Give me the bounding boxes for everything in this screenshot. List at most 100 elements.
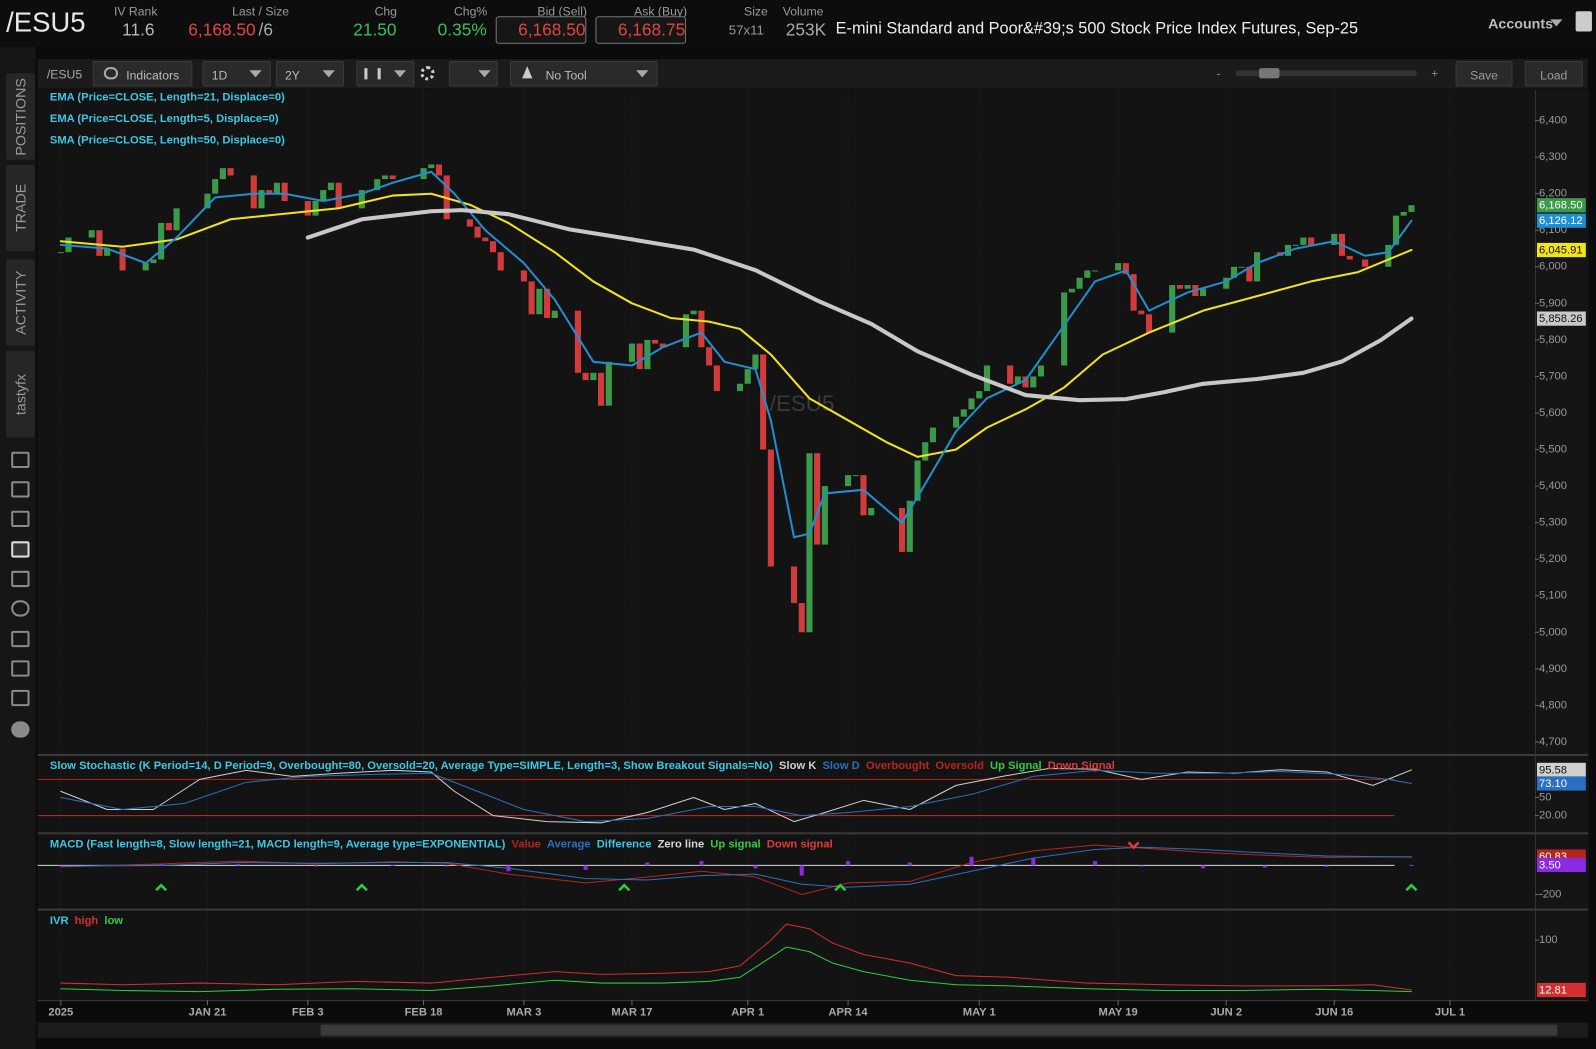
last-value-label: 95.58 [1539, 764, 1567, 776]
candle [1007, 365, 1014, 384]
signal-arrow [618, 883, 631, 892]
window-button[interactable] [1575, 11, 1592, 32]
last-value-box [1536, 311, 1586, 326]
legend-entry: Down signal [767, 838, 833, 850]
tool-dropdown[interactable]: No Tool [509, 61, 658, 87]
candle [119, 248, 126, 271]
x-tick-label: JUN 2 [1210, 1006, 1242, 1018]
last-value-box [1536, 213, 1586, 228]
last-value-label: 6,126.12 [1539, 215, 1583, 227]
candle [1030, 376, 1037, 388]
histogram-bar [1092, 861, 1098, 866]
y-tick-label: -200 [1539, 888, 1561, 900]
candle [690, 310, 697, 315]
signal-arrow [155, 883, 168, 892]
candle [1014, 376, 1021, 384]
candle [1138, 310, 1145, 315]
y-tick-label: 6,100 [1539, 224, 1567, 236]
candle [659, 343, 666, 348]
series-line [305, 208, 1414, 403]
drawing-dropdown[interactable] [448, 61, 498, 87]
y-tick-label: 5,700 [1539, 370, 1567, 382]
legend-entry: Zero line [658, 838, 705, 850]
zoom-handle[interactable] [1259, 68, 1280, 79]
y-tick-label: 5,800 [1539, 334, 1567, 346]
last-value-box [1536, 776, 1586, 791]
candle [1022, 376, 1029, 388]
candle [821, 486, 828, 545]
candle [1400, 211, 1407, 216]
histogram-bar [1201, 865, 1206, 869]
candle [644, 339, 651, 370]
field-value[interactable]: 6,168.50 [518, 20, 586, 40]
field-value[interactable]: 6,168.75 [617, 20, 686, 40]
icon[interactable] [11, 600, 30, 617]
icon[interactable] [11, 541, 30, 558]
histogram-bar [1409, 864, 1414, 866]
y-tick-label: 6,300 [1539, 151, 1567, 163]
settings-icon[interactable] [420, 66, 435, 81]
candle [1076, 277, 1083, 289]
candle [381, 175, 389, 180]
candle [227, 168, 234, 176]
candle [320, 190, 327, 202]
field-label: Ask (Buy) [634, 4, 688, 19]
field-value: 57x11 [728, 22, 764, 38]
chevron [249, 70, 262, 78]
histogram-bar [159, 863, 164, 866]
candle [605, 361, 612, 406]
icon [103, 67, 119, 80]
candle [814, 453, 821, 545]
icon[interactable] [11, 660, 30, 677]
icon[interactable] [11, 481, 30, 498]
field-label: IV Rank [114, 4, 158, 19]
last-value-box [1536, 198, 1586, 213]
candle [173, 208, 180, 231]
symbol: /ESU5 [6, 7, 86, 38]
y-tick-label: 5,900 [1539, 297, 1567, 309]
candle [790, 566, 798, 604]
ask-box[interactable] [595, 16, 687, 44]
candle [204, 193, 211, 209]
zoom-slider[interactable] [1235, 70, 1417, 77]
chevron [322, 70, 335, 78]
field-value: 11.6 [122, 20, 155, 40]
legend-entry: Up signal [710, 838, 760, 850]
legend-entry: Slow D [822, 760, 859, 772]
candle [868, 508, 875, 516]
last-value-label: 3.50 [1539, 859, 1561, 871]
candle [335, 182, 342, 209]
accounts-menu[interactable]: Accounts [1488, 15, 1554, 32]
y-tick-label: 6,000 [1539, 261, 1567, 273]
icon[interactable] [11, 510, 30, 528]
description: E-mini Standard and Poor&#39;s 500 Stock… [835, 20, 1359, 38]
zoom-out[interactable]: - [1216, 66, 1221, 81]
histogram-bar [58, 865, 63, 867]
save-button[interactable]: Save [1455, 61, 1513, 87]
icon[interactable] [11, 451, 30, 469]
candle [489, 241, 497, 253]
histogram-bar [583, 865, 588, 870]
icon[interactable] [11, 721, 30, 738]
toolbar-symbol[interactable]: /ESU5 [46, 67, 83, 82]
legend-entry: Up Signal [990, 760, 1042, 772]
candle [96, 230, 103, 256]
load-button[interactable]: Load [1524, 61, 1583, 87]
icon[interactable] [11, 689, 30, 707]
watermark: /ESU5 [770, 391, 835, 416]
bid-box[interactable] [495, 16, 587, 44]
icon[interactable] [11, 630, 30, 648]
x-tick-label: MAR 17 [611, 1006, 652, 1018]
series-line [60, 769, 1412, 823]
y-tick-label: 5,400 [1539, 480, 1567, 492]
candle [304, 201, 311, 216]
candle [1346, 255, 1353, 260]
candle [852, 475, 859, 477]
histogram-bar [313, 865, 318, 867]
panel-legend: IVR high low [50, 915, 123, 927]
scroll-thumb[interactable] [320, 1024, 1558, 1036]
last-value-label: 6,168.50 [1539, 200, 1583, 212]
histogram-bar [1262, 865, 1267, 868]
icon[interactable] [11, 570, 30, 588]
zoom-in[interactable]: + [1431, 66, 1439, 81]
